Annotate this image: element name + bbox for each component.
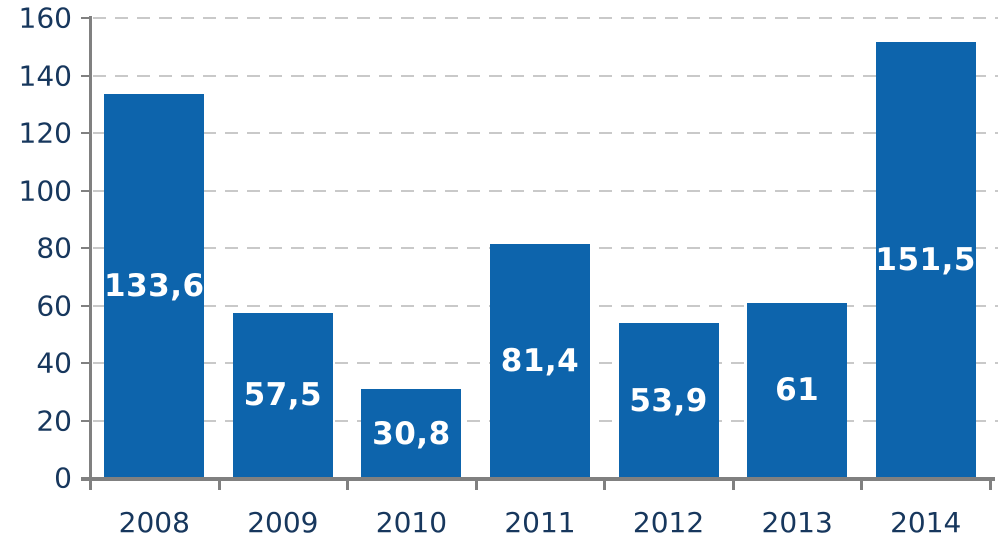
- y-tick-label-60: 60: [36, 289, 72, 322]
- y-tick-0: [81, 477, 89, 479]
- bar-value-label-2012: 53,9: [629, 382, 708, 419]
- x-tick-1: [217, 480, 221, 490]
- x-tick-5: [731, 480, 735, 490]
- x-tick-label-2012: 2012: [632, 506, 705, 539]
- gridline-120: [93, 132, 998, 134]
- bar-value-label-2009: 57,5: [243, 377, 323, 414]
- x-tick-label-2011: 2011: [504, 506, 576, 539]
- y-axis-line: [89, 16, 92, 488]
- bar-value-label-2010: 30,8: [372, 415, 451, 452]
- x-tick-6: [860, 480, 864, 490]
- bar-2011: 81,4: [490, 243, 590, 478]
- bar-2013: 61: [747, 302, 848, 478]
- y-tick-120: [81, 132, 89, 134]
- bar-2009: 57,5: [232, 312, 333, 478]
- y-tick-label-80: 80: [36, 231, 72, 265]
- y-tick-label-40: 40: [36, 346, 72, 380]
- y-tick-160: [81, 17, 89, 19]
- x-tick-4: [603, 480, 607, 490]
- x-tick-2: [346, 480, 350, 490]
- bar-value-label-2013: 61: [775, 372, 820, 409]
- x-tick-0: [89, 480, 92, 490]
- y-tick-60: [81, 304, 89, 307]
- y-tick-label-20: 20: [36, 404, 72, 437]
- y-tick-label-100: 100: [18, 174, 72, 207]
- bar-2014: 151,5: [875, 42, 976, 478]
- bar-2008: 133,6: [104, 93, 205, 478]
- x-tick-3: [474, 480, 478, 490]
- y-tick-40: [81, 362, 89, 364]
- y-tick-20: [81, 419, 89, 422]
- bar-value-label-2011: 81,4: [500, 342, 580, 379]
- gridline-100: [93, 189, 998, 192]
- y-tick-label-140: 140: [18, 59, 72, 92]
- bar-2012: 53,9: [618, 323, 719, 478]
- x-tick-label-2010: 2010: [375, 506, 448, 539]
- x-tick-7: [989, 480, 992, 490]
- x-tick-label-2014: 2014: [890, 506, 962, 539]
- bar-2010: 30,8: [361, 389, 462, 478]
- y-tick-label-0: 0: [54, 461, 72, 495]
- x-axis-line: [81, 477, 995, 481]
- gridline-160: [93, 17, 998, 19]
- bar-value-label-2008: 133,6: [104, 267, 205, 304]
- y-tick-label-120: 120: [18, 116, 72, 150]
- y-tick-label-160: 160: [18, 1, 72, 35]
- x-tick-label-2013: 2013: [761, 506, 833, 539]
- x-tick-label-2009: 2009: [247, 506, 319, 539]
- y-tick-100: [81, 189, 89, 192]
- bar-value-label-2014: 151,5: [875, 242, 976, 279]
- y-tick-80: [81, 247, 89, 249]
- gridline-140: [93, 74, 998, 77]
- x-tick-label-2008: 2008: [118, 506, 190, 539]
- y-tick-140: [81, 74, 89, 77]
